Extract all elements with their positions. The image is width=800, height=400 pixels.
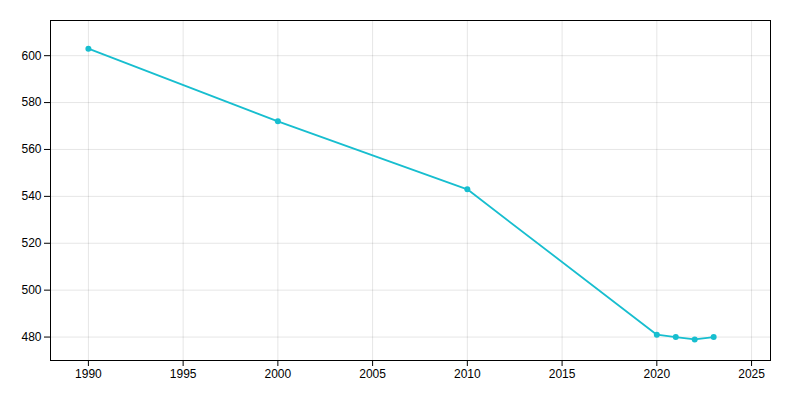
- svg-text:2010: 2010: [454, 367, 481, 381]
- svg-text:480: 480: [21, 330, 41, 344]
- svg-text:2015: 2015: [549, 367, 576, 381]
- svg-text:580: 580: [21, 95, 41, 109]
- svg-text:600: 600: [21, 49, 41, 63]
- svg-text:500: 500: [21, 283, 41, 297]
- svg-text:520: 520: [21, 236, 41, 250]
- svg-text:2000: 2000: [265, 367, 292, 381]
- svg-text:2025: 2025: [738, 367, 765, 381]
- svg-text:1990: 1990: [75, 367, 102, 381]
- svg-text:560: 560: [21, 142, 41, 156]
- svg-text:540: 540: [21, 189, 41, 203]
- svg-text:1995: 1995: [170, 367, 197, 381]
- svg-text:2020: 2020: [643, 367, 670, 381]
- svg-text:2005: 2005: [359, 367, 386, 381]
